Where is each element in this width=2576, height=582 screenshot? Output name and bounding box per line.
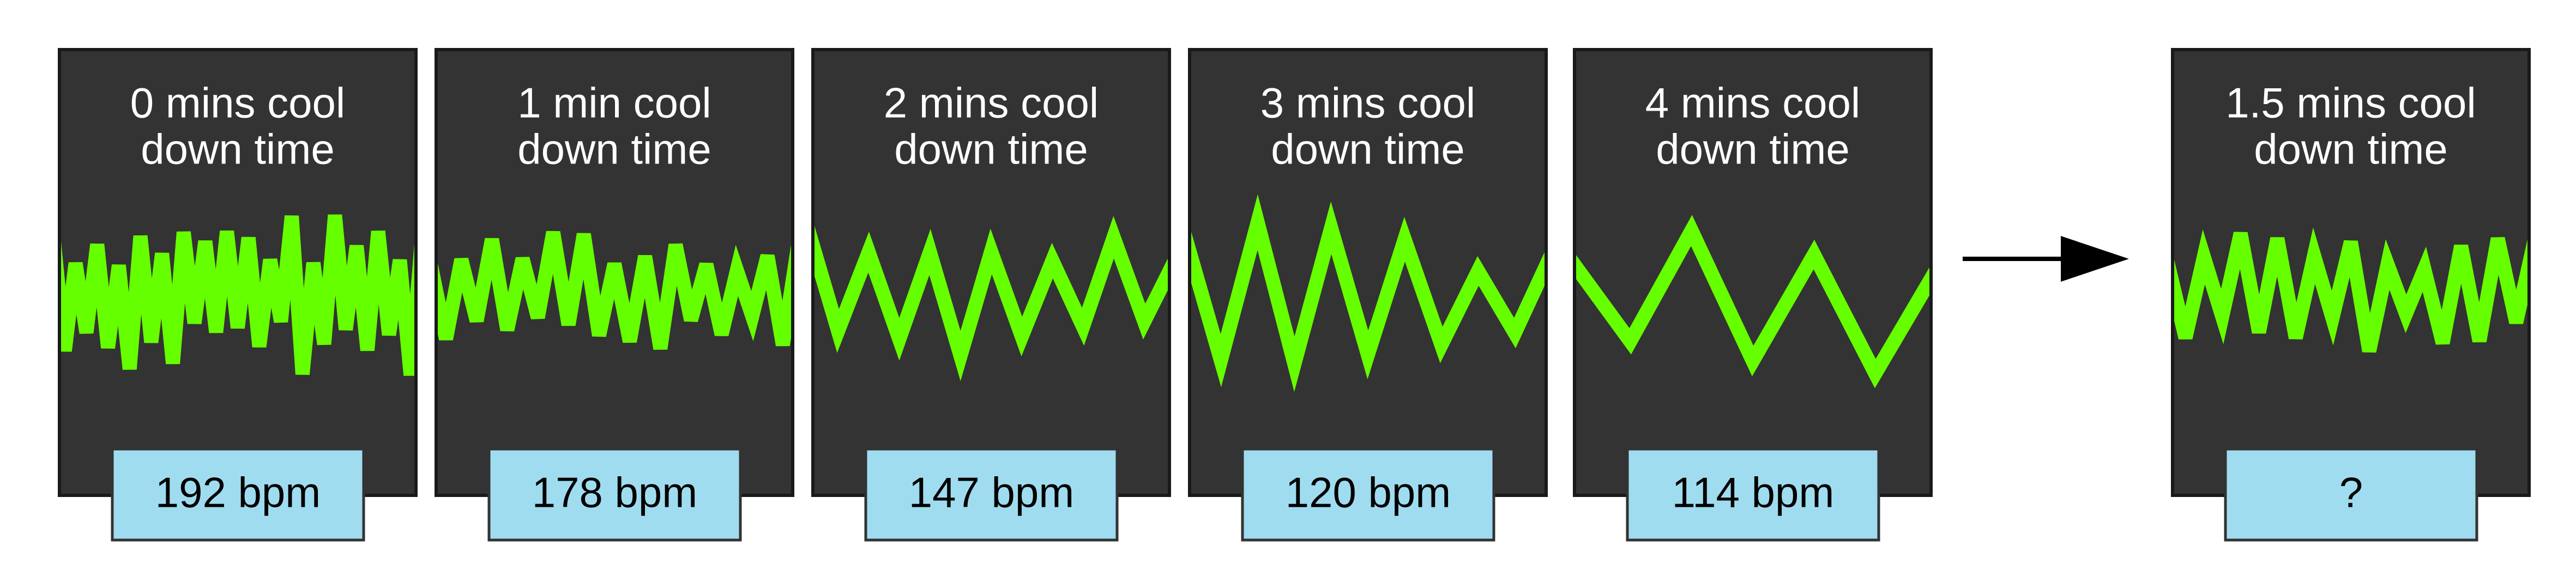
panel-title: down time <box>1271 125 1465 173</box>
panel-label: 114 bpm <box>1672 469 1835 517</box>
label-box <box>1241 447 1495 542</box>
waveform <box>815 216 1168 381</box>
panel-title: 1 min cool <box>517 79 711 127</box>
label-box <box>2224 447 2478 542</box>
label-box <box>864 447 1119 542</box>
panel-title: 4 mins cool <box>1645 79 1861 127</box>
label-box <box>1626 447 1880 542</box>
panel-title: 3 mins cool <box>1260 79 1476 127</box>
panel-title: 1.5 mins cool <box>2225 79 2476 127</box>
panel-title: down time <box>141 125 335 173</box>
waveform <box>1191 194 1545 392</box>
label-box <box>487 447 742 542</box>
waveform <box>61 214 414 376</box>
panel-title: 2 mins cool <box>884 79 1099 127</box>
panel-title: down time <box>2254 125 2448 173</box>
panel-label: ? <box>2339 469 2363 517</box>
panel-title: down time <box>894 125 1088 173</box>
panel-label: 178 bpm <box>532 469 698 517</box>
panel-title: 0 mins cool <box>130 79 346 127</box>
panel-background <box>1573 48 1933 497</box>
panel-label: 120 bpm <box>1286 469 1451 517</box>
waveform <box>438 231 791 350</box>
panel-label: 192 bpm <box>155 469 321 517</box>
arrow <box>1963 236 2129 282</box>
panel-label: 147 bpm <box>909 469 1075 517</box>
panel-title: down time <box>1656 125 1850 173</box>
waveform <box>1576 215 1929 389</box>
label-box <box>111 447 365 542</box>
panel-title: down time <box>517 125 711 173</box>
waveform <box>2174 227 2527 353</box>
